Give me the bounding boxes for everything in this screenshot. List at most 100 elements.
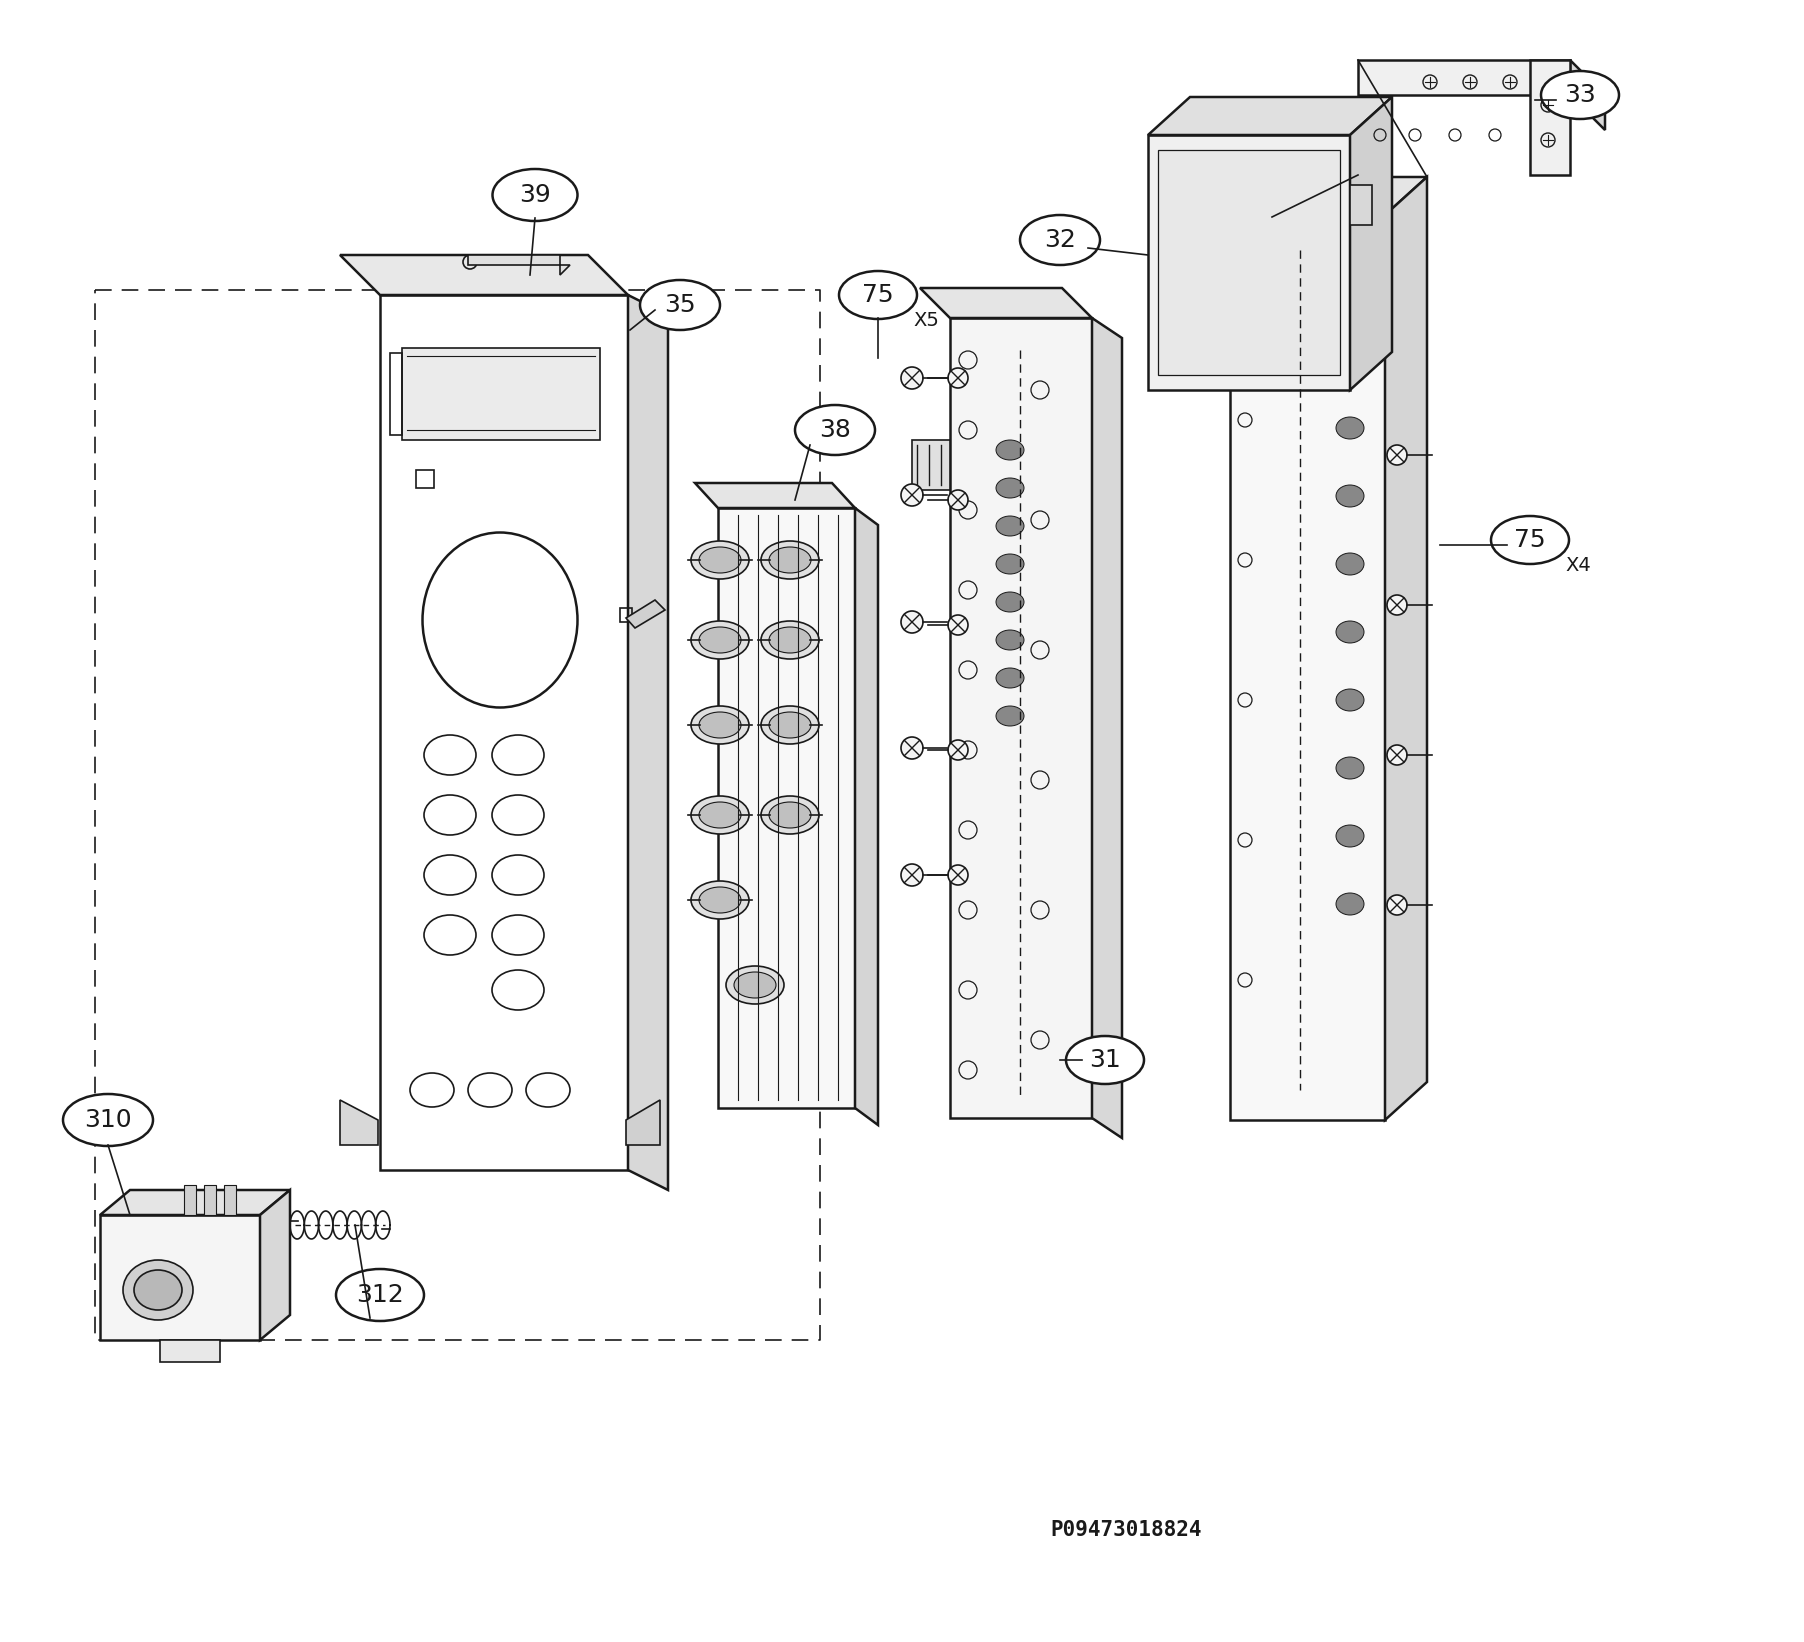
Text: 35: 35 [664,292,696,317]
Ellipse shape [769,627,812,654]
Ellipse shape [734,972,776,998]
Polygon shape [1349,186,1373,225]
Ellipse shape [1019,215,1100,264]
Text: 31: 31 [1090,1048,1120,1072]
Polygon shape [99,1215,260,1340]
Polygon shape [184,1186,197,1215]
Polygon shape [339,1100,379,1144]
Polygon shape [402,348,601,440]
Circle shape [947,368,969,388]
Ellipse shape [996,440,1025,460]
Polygon shape [1530,61,1569,176]
Ellipse shape [761,540,819,580]
Ellipse shape [761,796,819,834]
Polygon shape [99,1190,290,1215]
Text: X5: X5 [913,310,938,330]
Polygon shape [626,599,666,627]
Text: 312: 312 [355,1282,404,1307]
Text: 75: 75 [1514,529,1546,552]
Circle shape [1387,445,1407,465]
Polygon shape [1158,149,1340,374]
Polygon shape [1147,97,1393,135]
Circle shape [1423,76,1438,89]
Ellipse shape [698,713,741,737]
Ellipse shape [1337,417,1364,438]
Text: 310: 310 [85,1108,132,1131]
Ellipse shape [1337,621,1364,644]
Ellipse shape [769,801,812,828]
Ellipse shape [691,882,749,920]
Polygon shape [913,440,951,489]
Polygon shape [224,1186,236,1215]
Ellipse shape [691,796,749,834]
Ellipse shape [492,169,577,222]
Text: 38: 38 [819,419,851,442]
Text: X4: X4 [1566,555,1591,575]
Polygon shape [1349,97,1393,391]
Ellipse shape [761,621,819,658]
Polygon shape [1147,135,1349,391]
Polygon shape [1230,177,1427,215]
Polygon shape [628,296,667,1190]
Ellipse shape [691,706,749,744]
Ellipse shape [996,553,1025,575]
Circle shape [947,865,969,885]
Ellipse shape [123,1259,193,1320]
Circle shape [1503,76,1517,89]
Ellipse shape [769,547,812,573]
Polygon shape [951,319,1091,1118]
Polygon shape [695,483,855,507]
Ellipse shape [1066,1036,1144,1084]
Circle shape [900,484,924,506]
Ellipse shape [1337,690,1364,711]
Ellipse shape [133,1269,182,1310]
Ellipse shape [691,621,749,658]
Polygon shape [1569,61,1606,130]
Ellipse shape [769,713,812,737]
Polygon shape [204,1186,216,1215]
Ellipse shape [761,706,819,744]
Circle shape [1541,133,1555,148]
Ellipse shape [691,540,749,580]
Ellipse shape [698,547,741,573]
Ellipse shape [1337,757,1364,778]
Circle shape [1387,895,1407,915]
Ellipse shape [996,516,1025,535]
Polygon shape [260,1190,290,1340]
Ellipse shape [1337,553,1364,575]
Ellipse shape [996,593,1025,612]
Ellipse shape [1337,824,1364,847]
Polygon shape [1385,177,1427,1120]
Ellipse shape [839,271,916,319]
Polygon shape [161,1340,220,1361]
Circle shape [947,616,969,635]
Text: 33: 33 [1564,84,1597,107]
Ellipse shape [698,801,741,828]
Polygon shape [718,507,855,1108]
Ellipse shape [1541,71,1618,118]
Polygon shape [381,296,628,1171]
Ellipse shape [996,668,1025,688]
Circle shape [900,368,924,389]
Polygon shape [1358,61,1569,95]
Ellipse shape [640,281,720,330]
Ellipse shape [996,631,1025,650]
Text: 75: 75 [862,282,893,307]
Polygon shape [920,287,1091,319]
Ellipse shape [63,1094,153,1146]
Circle shape [900,737,924,759]
Ellipse shape [996,706,1025,726]
Text: 32: 32 [1045,228,1075,251]
Polygon shape [467,255,570,274]
Polygon shape [626,1100,660,1144]
Polygon shape [855,507,879,1125]
Ellipse shape [698,887,741,913]
Polygon shape [1091,319,1122,1138]
Ellipse shape [698,627,741,654]
Ellipse shape [1337,893,1364,915]
Polygon shape [339,255,628,296]
Ellipse shape [725,965,785,1003]
Circle shape [1387,745,1407,765]
Polygon shape [1230,215,1385,1120]
Circle shape [1541,99,1555,112]
